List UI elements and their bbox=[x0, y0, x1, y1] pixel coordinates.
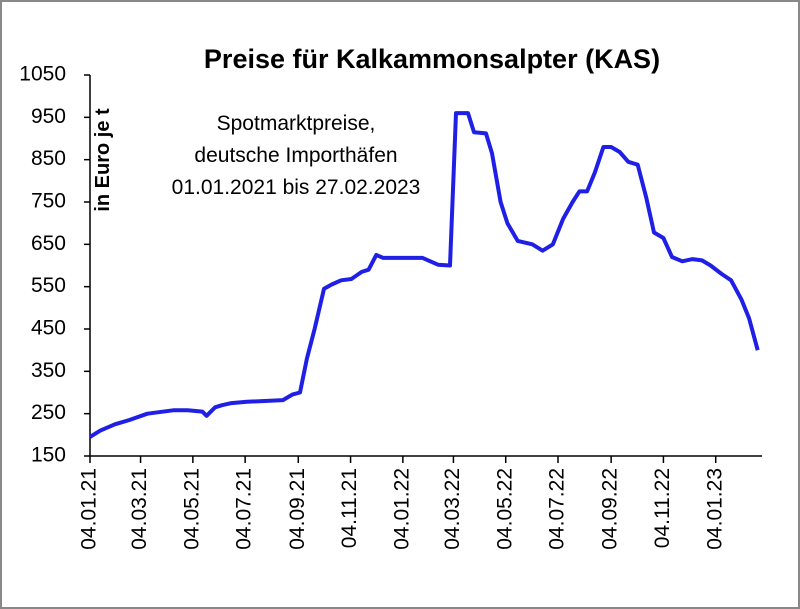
y-tick-label: 750 bbox=[31, 190, 66, 213]
x-tick-label: 04.03.22 bbox=[441, 468, 464, 550]
x-tick-label: 04.07.21 bbox=[233, 468, 256, 550]
y-tick-label: 350 bbox=[31, 359, 66, 382]
subtitle: deutsche Importhäfen bbox=[194, 144, 397, 167]
chart-title: Preise für Kalkammonsalpter (KAS) bbox=[204, 44, 660, 74]
y-tick-label: 1050 bbox=[19, 63, 66, 86]
x-tick-label: 04.01.23 bbox=[703, 468, 726, 550]
y-tick-label: 250 bbox=[31, 401, 66, 424]
x-tick-label: 04.11.22 bbox=[651, 468, 674, 548]
x-tick-label: 04.09.22 bbox=[599, 468, 622, 550]
y-tick-label: 550 bbox=[31, 274, 66, 297]
y-tick-label: 950 bbox=[31, 105, 66, 128]
data-line bbox=[88, 111, 760, 439]
x-tick-label: 04.03.21 bbox=[128, 468, 151, 550]
subtitle: 01.01.2021 bis 27.02.2023 bbox=[172, 176, 421, 199]
x-tick-label: 04.05.21 bbox=[180, 468, 203, 550]
x-tick-label: 04.07.22 bbox=[546, 468, 569, 550]
subtitle: Spotmarktpreise, bbox=[217, 112, 376, 135]
y-axis-label: in Euro je t bbox=[92, 108, 114, 212]
y-tick-label: 850 bbox=[31, 147, 66, 170]
x-tick-label: 04.01.22 bbox=[390, 468, 413, 550]
x-tick-label: 04.01.21 bbox=[78, 468, 101, 550]
x-tick-label: 04.11.21 bbox=[338, 468, 361, 548]
y-tick-label: 650 bbox=[31, 232, 66, 255]
x-tick-label: 04.09.21 bbox=[286, 468, 309, 550]
y-tick-label: 450 bbox=[31, 317, 66, 340]
y-tick-label: 150 bbox=[31, 444, 66, 467]
x-tick-label: 04.05.22 bbox=[493, 468, 516, 550]
